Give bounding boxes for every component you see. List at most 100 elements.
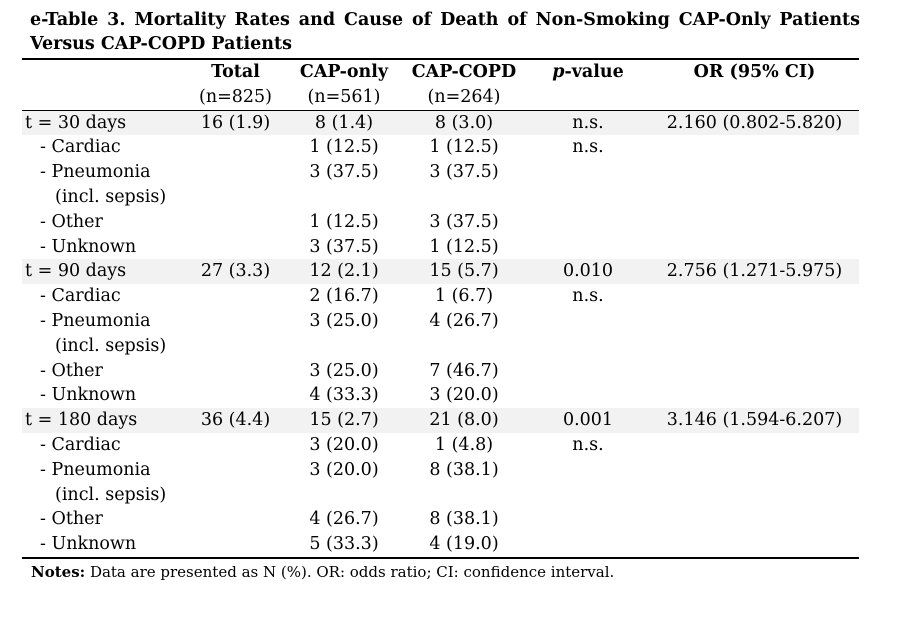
total-cell bbox=[185, 458, 286, 483]
or-cell bbox=[650, 284, 859, 309]
cause-label: - Pneumonia bbox=[40, 162, 151, 183]
p-value-cell: n.s. bbox=[572, 434, 604, 455]
table-row-period: t = 90 days 27 (3.3) 12 (2.1) 15 (5.7) 0.010… bbox=[22, 259, 859, 285]
empty-cell bbox=[185, 334, 286, 359]
or-cell: 2.756 (1.271-5.975) bbox=[650, 259, 859, 285]
mortality-table: Total (n=825) CAP-only (n=561) CAP-COPD … bbox=[22, 57, 859, 559]
header-row: Total (n=825) CAP-only (n=561) CAP-COPD … bbox=[22, 57, 859, 111]
cause-label: - Cardiac bbox=[40, 137, 121, 158]
table-row-cause: - Pneumonia 3 (37.5) 3 (37.5) bbox=[22, 160, 859, 185]
empty-cell bbox=[402, 334, 526, 359]
table-body: t = 30 days 16 (1.9) 8 (1.4) 8 (3.0) n.s. 2.1… bbox=[22, 110, 859, 559]
empty-cell bbox=[650, 185, 859, 210]
or-cell bbox=[650, 135, 859, 160]
cap-only-cell: 12 (2.1) bbox=[286, 259, 402, 285]
p-value-cell: 0.010 bbox=[526, 259, 650, 285]
document-page: e-Table 3. Mortality Rates and Cause of … bbox=[30, 8, 860, 56]
p-value-cell: n.s. bbox=[572, 286, 604, 307]
header-cap-copd-n: (n=264) bbox=[427, 86, 501, 107]
cap-copd-cell: 3 (37.5) bbox=[429, 211, 499, 232]
total-cell bbox=[185, 135, 286, 160]
empty-cell bbox=[286, 334, 402, 359]
period-label: t = 90 days bbox=[22, 259, 185, 285]
total-cell bbox=[185, 284, 286, 309]
cap-copd-cell: 21 (8.0) bbox=[402, 408, 526, 433]
table-row-cause-continuation: (incl. sepsis) bbox=[22, 483, 859, 508]
table-row-period: t = 180 days 36 (4.4) 15 (2.7) 21 (8.0) 0.00… bbox=[22, 408, 859, 433]
table-row-cause: - Unknown 4 (33.3) 3 (20.0) bbox=[22, 383, 859, 408]
cap-copd-cell: 7 (46.7) bbox=[429, 360, 499, 381]
table-notes: Notes: Data are presented as N (%). OR: … bbox=[31, 562, 614, 582]
cap-copd-cell: 4 (26.7) bbox=[429, 310, 499, 331]
total-cell: 27 (3.3) bbox=[185, 259, 286, 285]
total-cell bbox=[185, 210, 286, 235]
header-total-n: (n=825) bbox=[199, 86, 272, 107]
table-row-cause: - Cardiac 3 (20.0) 1 (4.8) n.s. bbox=[22, 433, 859, 458]
p-value-cell bbox=[526, 235, 650, 260]
empty-cell bbox=[402, 483, 526, 508]
header-cell-or: OR (95% CI) bbox=[650, 57, 859, 111]
p-value-cell bbox=[526, 160, 650, 185]
or-cell bbox=[650, 309, 859, 334]
table-row-cause: - Other 3 (25.0) 7 (46.7) bbox=[22, 359, 859, 384]
or-cell bbox=[650, 359, 859, 384]
notes-text: Data are presented as N (%). OR: odds ra… bbox=[85, 563, 615, 581]
header-total-label: Total bbox=[211, 62, 260, 82]
cap-copd-cell: 8 (38.1) bbox=[429, 509, 499, 530]
total-cell bbox=[185, 507, 286, 532]
table-row-cause: - Unknown 3 (37.5) 1 (12.5) bbox=[22, 235, 859, 260]
cap-copd-cell: 8 (3.0) bbox=[402, 110, 526, 136]
total-cell bbox=[185, 532, 286, 559]
cap-copd-cell: 1 (4.8) bbox=[434, 434, 494, 455]
table-row-cause: - Pneumonia 3 (25.0) 4 (26.7) bbox=[22, 309, 859, 334]
notes-label: Notes: bbox=[31, 563, 86, 581]
p-value-cell bbox=[526, 532, 650, 559]
total-cell bbox=[185, 309, 286, 334]
table-title-line-1: e-Table 3. Mortality Rates and Cause of … bbox=[30, 10, 860, 30]
cause-label: - Unknown bbox=[40, 236, 137, 257]
cap-only-cell: 8 (1.4) bbox=[286, 110, 402, 136]
total-cell: 36 (4.4) bbox=[185, 408, 286, 433]
cause-label-continuation: (incl. sepsis) bbox=[55, 335, 167, 356]
p-value-cell: n.s. bbox=[572, 137, 604, 158]
cap-only-cell: 3 (25.0) bbox=[309, 310, 379, 331]
or-cell bbox=[650, 458, 859, 483]
cap-only-cell: 3 (20.0) bbox=[309, 459, 379, 480]
total-cell bbox=[185, 235, 286, 260]
empty-cell bbox=[526, 185, 650, 210]
table-row-cause-continuation: (incl. sepsis) bbox=[22, 185, 859, 210]
cap-copd-cell: 1 (6.7) bbox=[434, 286, 494, 307]
or-cell bbox=[650, 235, 859, 260]
total-cell bbox=[185, 433, 286, 458]
empty-cell bbox=[185, 483, 286, 508]
or-cell bbox=[650, 507, 859, 532]
cap-copd-cell: 1 (12.5) bbox=[429, 137, 499, 158]
table-row-cause: - Other 4 (26.7) 8 (38.1) bbox=[22, 507, 859, 532]
cap-copd-cell: 4 (19.0) bbox=[402, 532, 526, 559]
or-cell bbox=[650, 433, 859, 458]
header-p-italic: p bbox=[552, 62, 565, 82]
cap-copd-cell: 8 (38.1) bbox=[429, 459, 499, 480]
cap-only-cell: 3 (20.0) bbox=[309, 434, 379, 455]
cap-copd-cell: 1 (12.5) bbox=[429, 236, 499, 257]
empty-cell bbox=[286, 483, 402, 508]
cause-label: - Cardiac bbox=[40, 286, 121, 307]
cap-only-cell: 1 (12.5) bbox=[309, 137, 379, 158]
header-cell-cap-copd: CAP-COPD (n=264) bbox=[402, 57, 526, 111]
empty-cell bbox=[185, 185, 286, 210]
table-row-cause: - Pneumonia 3 (20.0) 8 (38.1) bbox=[22, 458, 859, 483]
cap-copd-cell: 3 (37.5) bbox=[429, 162, 499, 183]
table-row-cause: - Cardiac 1 (12.5) 1 (12.5) n.s. bbox=[22, 135, 859, 160]
header-cell-total: Total (n=825) bbox=[185, 57, 286, 111]
total-cell bbox=[185, 160, 286, 185]
header-cell-label bbox=[22, 57, 185, 111]
or-cell bbox=[650, 532, 859, 559]
period-label: t = 180 days bbox=[22, 408, 185, 433]
header-cap-only-n: (n=561) bbox=[307, 86, 381, 107]
cause-label: - Unknown bbox=[22, 532, 185, 559]
p-value-cell: n.s. bbox=[526, 110, 650, 136]
cause-label: - Pneumonia bbox=[40, 459, 151, 480]
empty-cell bbox=[526, 483, 650, 508]
empty-cell bbox=[526, 334, 650, 359]
total-cell bbox=[185, 383, 286, 408]
